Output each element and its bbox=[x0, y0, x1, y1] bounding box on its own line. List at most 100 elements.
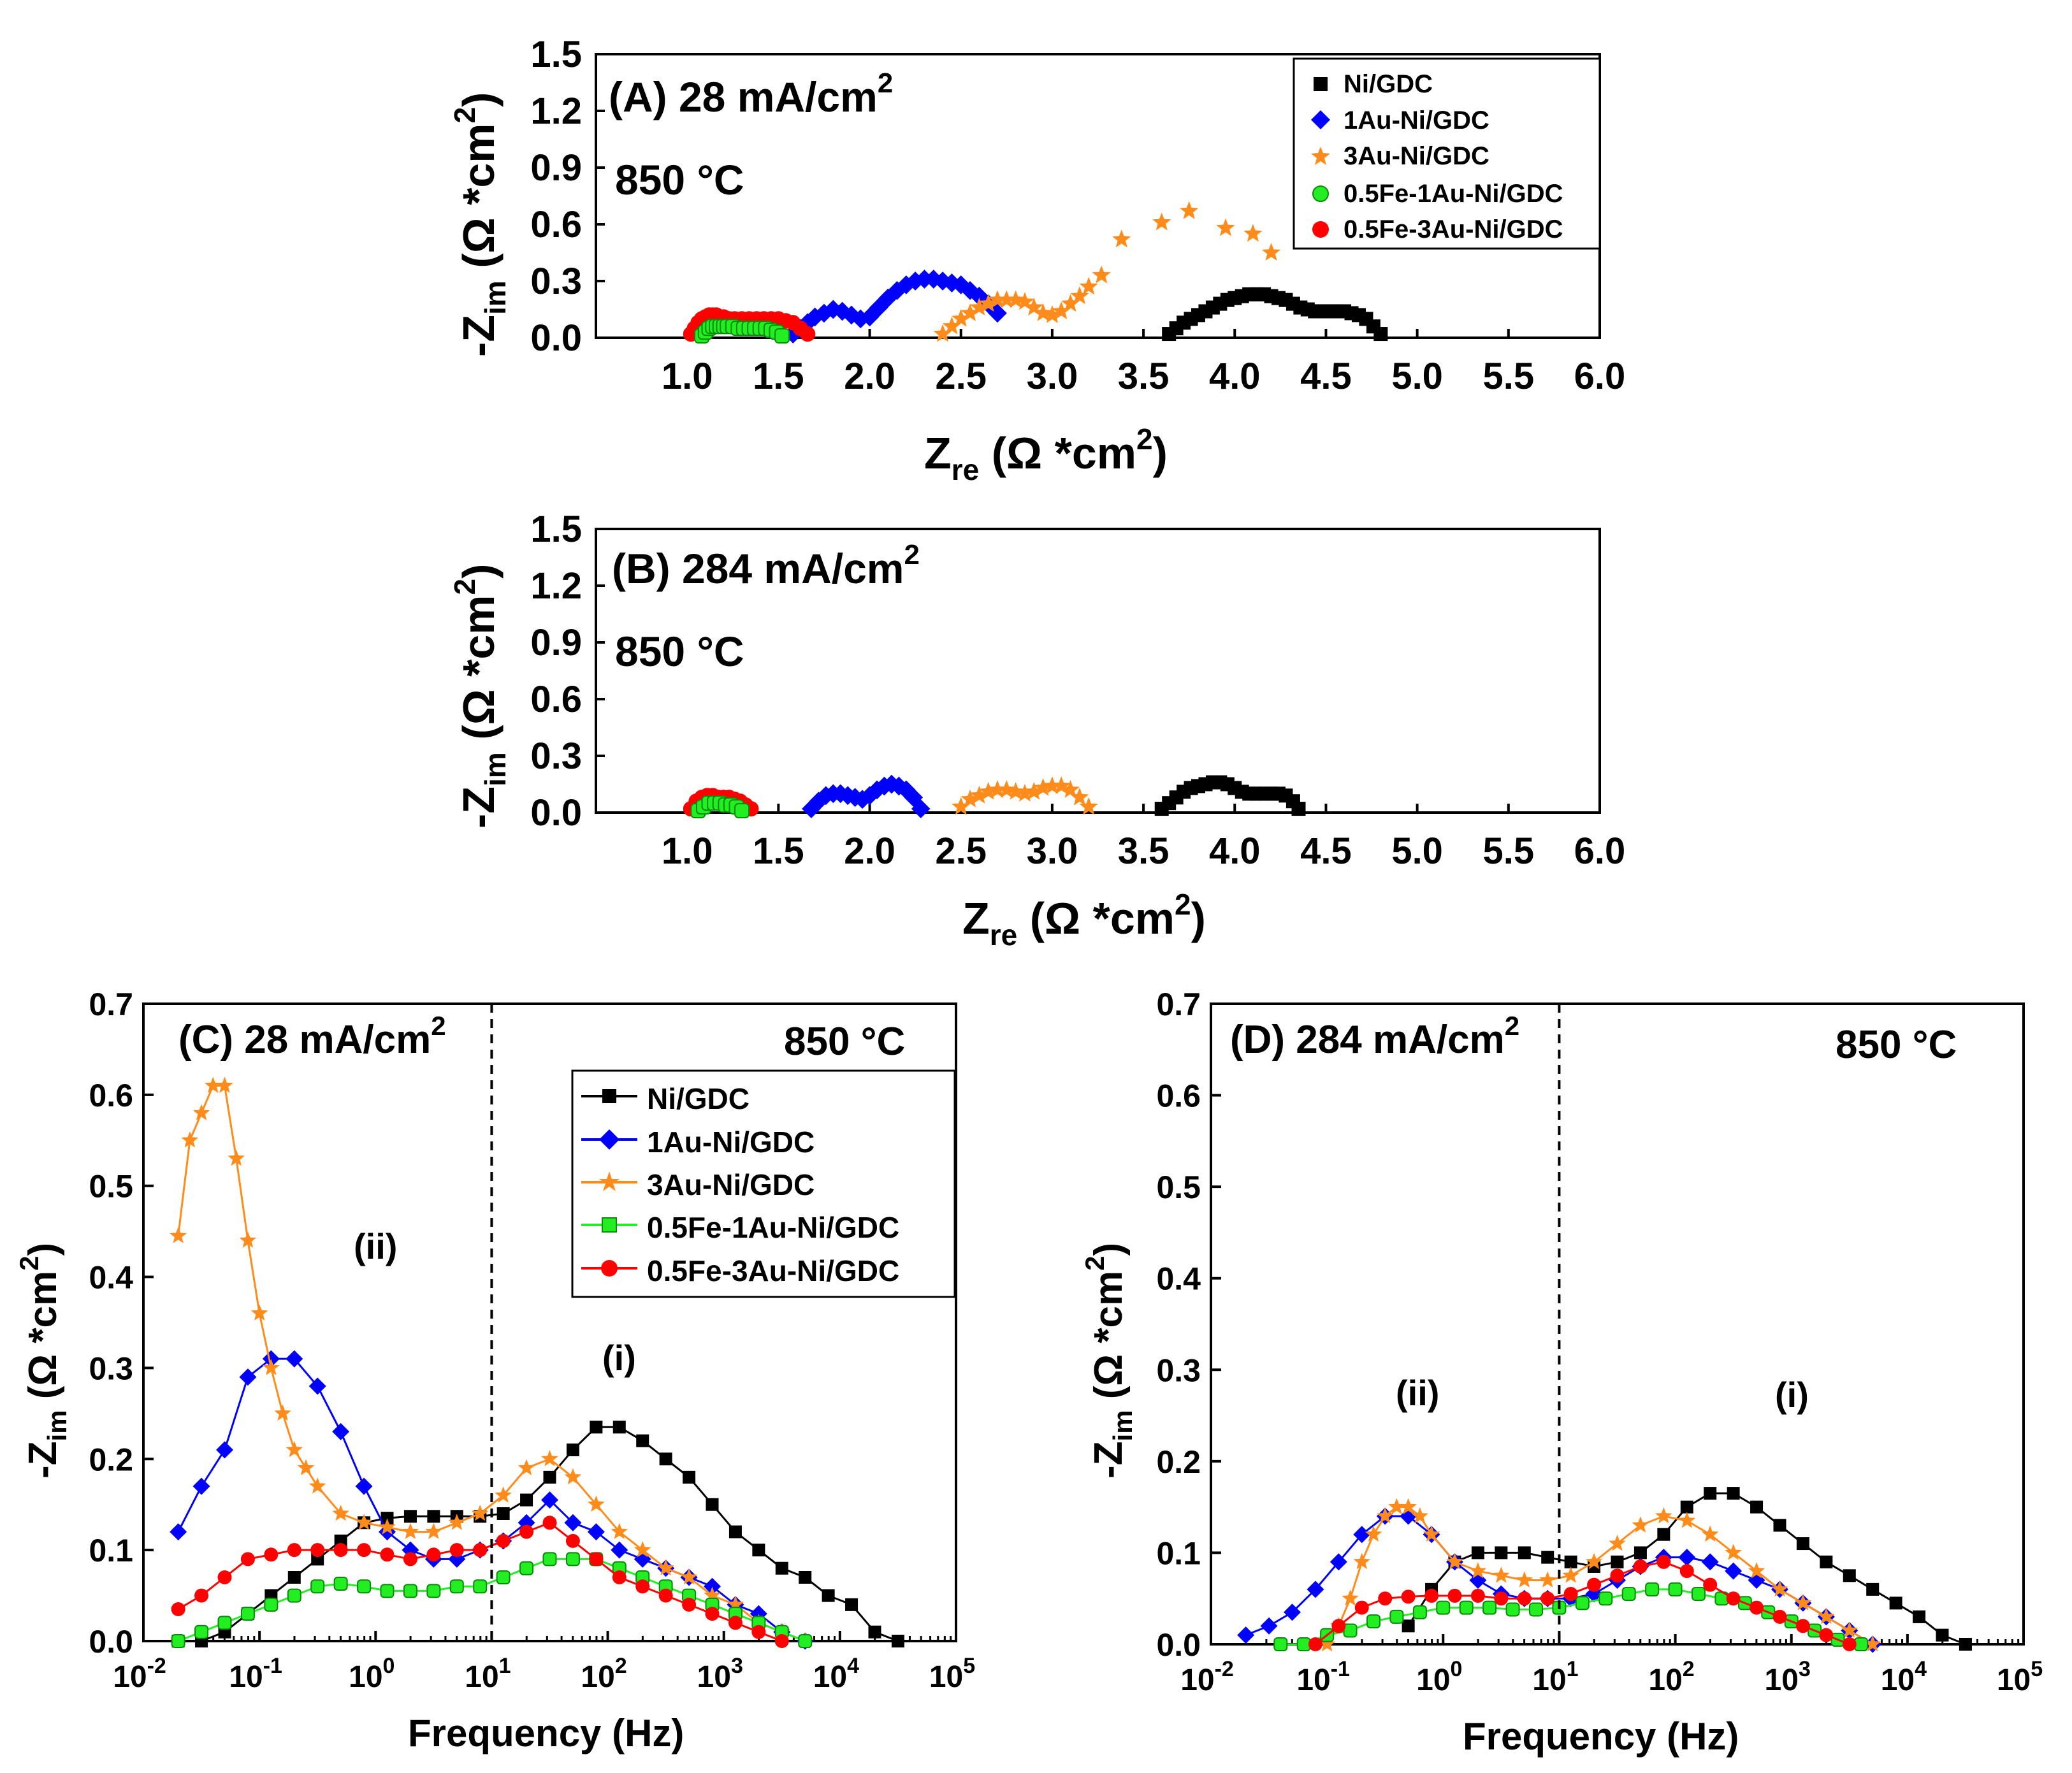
data-point bbox=[1052, 776, 1071, 794]
data-point bbox=[887, 280, 907, 300]
data-point bbox=[1680, 1500, 1693, 1514]
data-point bbox=[1353, 1526, 1371, 1544]
data-point bbox=[496, 1570, 511, 1584]
panel-d-temperature: 850 °C bbox=[1836, 1023, 1957, 1067]
data-point bbox=[1446, 1552, 1463, 1570]
data-point bbox=[1015, 292, 1034, 310]
x-tick-label: 5.5 bbox=[1482, 356, 1534, 397]
data-point bbox=[1854, 1637, 1868, 1651]
data-point bbox=[1112, 229, 1131, 248]
data-point bbox=[357, 1543, 372, 1558]
panel-d-y-tick-labels: 0.0 0.1 0.2 0.3 0.4 0.5 0.6 0.7 bbox=[1156, 987, 1221, 1663]
data-point bbox=[588, 1495, 605, 1512]
panel-c-y-axis-label: -Zim (Ω *cm2) bbox=[14, 1243, 72, 1479]
data-point bbox=[192, 1477, 210, 1495]
data-point bbox=[1261, 243, 1281, 261]
x-tick-label: 103 bbox=[1765, 1657, 1811, 1697]
series-3au-ni-gdc bbox=[1318, 1498, 1881, 1652]
data-point bbox=[1343, 1623, 1358, 1638]
y-tick-label: 0.6 bbox=[530, 679, 582, 720]
data-point bbox=[217, 1616, 232, 1630]
data-point bbox=[286, 1441, 303, 1458]
data-point bbox=[658, 1588, 673, 1603]
data-point bbox=[264, 1547, 279, 1562]
data-point bbox=[1180, 201, 1199, 219]
data-point bbox=[1401, 1589, 1416, 1604]
data-point bbox=[194, 1625, 209, 1639]
x-tick-label: 103 bbox=[697, 1654, 743, 1694]
data-point bbox=[1400, 1498, 1417, 1514]
x-tick-label: 2.0 bbox=[844, 830, 895, 872]
data-point bbox=[1015, 783, 1034, 802]
y-tick-label: 0.0 bbox=[89, 1624, 133, 1660]
data-point bbox=[1318, 1635, 1336, 1652]
data-point bbox=[263, 1359, 280, 1375]
data-point bbox=[1033, 778, 1053, 796]
x-tick-label: 2.0 bbox=[844, 356, 895, 397]
data-point bbox=[823, 300, 843, 319]
data-point bbox=[1436, 1600, 1451, 1615]
x-tick-label: 3.0 bbox=[1027, 356, 1078, 397]
data-point bbox=[1633, 1559, 1648, 1574]
data-point bbox=[1585, 1552, 1603, 1570]
data-point bbox=[1411, 1507, 1429, 1524]
y-tick-label: 0.9 bbox=[530, 622, 582, 663]
data-point bbox=[239, 1368, 257, 1386]
data-point bbox=[1296, 1637, 1311, 1651]
data-point bbox=[543, 1470, 556, 1484]
data-point bbox=[988, 290, 1007, 308]
x-tick-label: 10-1 bbox=[229, 1654, 282, 1694]
data-point bbox=[262, 1350, 280, 1368]
y-tick-label: 0.4 bbox=[1156, 1261, 1201, 1297]
data-point bbox=[611, 1523, 628, 1539]
panel-c-x-axis-label: Frequency (Hz) bbox=[408, 1712, 684, 1755]
data-point bbox=[775, 1561, 788, 1575]
data-point bbox=[1772, 1609, 1787, 1624]
data-point bbox=[1748, 1562, 1765, 1579]
data-point bbox=[851, 309, 871, 329]
panel-a-y-tick-labels: 0.0 0.3 0.6 0.9 1.2 1.5 bbox=[530, 34, 605, 359]
data-point bbox=[496, 1507, 510, 1520]
data-point bbox=[1505, 1602, 1520, 1617]
data-point bbox=[1061, 294, 1080, 312]
data-point bbox=[878, 288, 898, 308]
panel-c-region-ii: (ii) bbox=[354, 1226, 397, 1266]
legend-a-3au-label: 3Au-Ni/GDC bbox=[1344, 142, 1489, 170]
data-point bbox=[355, 1477, 373, 1495]
data-point bbox=[1704, 1487, 1717, 1500]
legend-a-fe1-label: 0.5Fe-1Au-Ni/GDC bbox=[1344, 180, 1563, 208]
data-point bbox=[287, 1571, 301, 1584]
data-point bbox=[1024, 782, 1043, 800]
y-tick-label: 1.5 bbox=[530, 34, 582, 75]
data-point bbox=[250, 1304, 268, 1321]
data-point bbox=[1866, 1582, 1880, 1596]
data-point bbox=[612, 1570, 627, 1584]
data-point bbox=[1366, 1614, 1380, 1629]
data-point bbox=[1243, 224, 1263, 242]
panel-a-data-marks bbox=[683, 201, 1388, 344]
data-point bbox=[1329, 1553, 1347, 1571]
data-point bbox=[1611, 1555, 1624, 1568]
x-tick-label: 102 bbox=[581, 1654, 627, 1694]
panel-a-x-axis-label: Zre (Ω *cm2) bbox=[924, 423, 1168, 486]
data-point bbox=[332, 1505, 349, 1521]
data-point bbox=[734, 803, 750, 819]
x-tick-label: 6.0 bbox=[1574, 356, 1626, 397]
data-point bbox=[1864, 1635, 1881, 1652]
data-point bbox=[1043, 305, 1062, 323]
data-point bbox=[1092, 265, 1111, 284]
data-point bbox=[1701, 1525, 1719, 1542]
x-tick-label: 100 bbox=[349, 1654, 395, 1694]
data-point bbox=[194, 1588, 209, 1603]
data-point bbox=[1771, 1580, 1788, 1597]
data-point bbox=[216, 1076, 233, 1093]
data-point bbox=[1587, 1577, 1602, 1592]
x-tick-label: 2.5 bbox=[935, 830, 987, 872]
data-point bbox=[310, 1543, 325, 1558]
data-point bbox=[1678, 1549, 1696, 1567]
y-tick-label: 0.5 bbox=[89, 1169, 133, 1205]
data-point bbox=[800, 326, 816, 342]
data-point bbox=[1024, 298, 1043, 315]
y-tick-label: 0.6 bbox=[530, 204, 582, 245]
data-point bbox=[1423, 1525, 1440, 1542]
